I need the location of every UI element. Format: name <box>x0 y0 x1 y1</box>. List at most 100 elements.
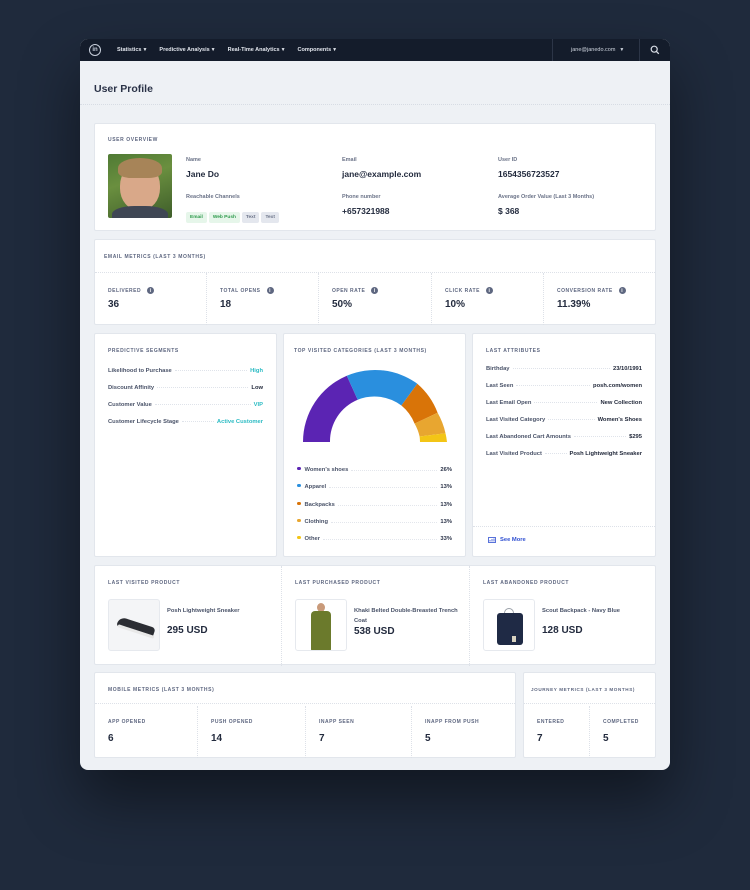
user-id-value: 1654356723527 <box>498 169 560 179</box>
channel-chip-web-push: Web Push <box>208 212 240 223</box>
email-metrics-card: EMAIL METRICS (LAST 3 MONTHS) DELIVERED i… <box>94 239 656 325</box>
legend-item: Apparel 13% <box>297 483 452 490</box>
brand-logo-icon[interactable]: in <box>89 44 101 56</box>
name-label: Name <box>186 157 201 163</box>
info-icon[interactable]: i <box>485 287 493 294</box>
nav-predictive-analysis[interactable]: Predictive Analysis▼ <box>159 47 216 53</box>
segment-row: Discount Affinity Low <box>108 385 263 391</box>
product-price: 538 USD <box>354 626 395 637</box>
aov-value: $ 368 <box>498 206 520 216</box>
user-id-label: User ID <box>498 157 518 163</box>
channel-chips: Email Web Push Text Text <box>186 205 281 223</box>
product-price: 128 USD <box>542 625 583 636</box>
last-purchased-product[interactable]: LAST PURCHASED PRODUCT Khaki Belted Doub… <box>282 566 470 666</box>
last-abandoned-product[interactable]: LAST ABANDONED PRODUCT Scout Backpack - … <box>470 566 657 666</box>
metric-label: DELIVERED <box>108 287 142 294</box>
phone-label: Phone number <box>342 194 381 200</box>
top-nav: in Statistics▼ Predictive Analysis▼ Real… <box>80 39 670 61</box>
product-name: Khaki Belted Double-Breasted Trench Coat <box>354 608 458 624</box>
segment-row: Customer Value VIP <box>108 402 263 408</box>
legend-item: Clothing 13% <box>297 518 452 525</box>
segment-row: Customer Lifecycle Stage Active Customer <box>108 419 263 425</box>
legend-item: Other 33% <box>297 535 452 542</box>
caret-down-icon: ▼ <box>619 47 625 53</box>
metric-push-opened: PUSH OPENED 14 <box>198 706 306 758</box>
segment-row: Likelihood to Purchase High <box>108 368 263 374</box>
section-title: TOP VISITED CATEGORIES (LAST 3 MONTHS) <box>294 348 427 354</box>
attribute-row: Birthday 23/10/1991 <box>486 366 642 372</box>
section-title: PREDICTIVE SEGMENTS <box>108 348 179 354</box>
info-icon[interactable]: i <box>618 287 626 294</box>
product-image-backpack <box>483 599 535 651</box>
caret-down-icon: ▼ <box>210 47 216 53</box>
divider <box>95 272 655 273</box>
info-icon[interactable]: i <box>147 287 155 294</box>
section-title: LAST VISITED PRODUCT <box>108 580 181 586</box>
legend-item: Backpacks 13% <box>297 501 452 508</box>
caret-down-icon: ▼ <box>142 47 148 53</box>
email-value: jane@example.com <box>342 169 422 179</box>
metric-label: OPEN RATE <box>332 287 366 294</box>
email-label: Email <box>342 157 357 163</box>
metric-value: 10% <box>445 299 466 310</box>
metric-open-rate: OPEN RATE i 50% <box>319 273 432 325</box>
info-icon[interactable]: i <box>266 287 274 294</box>
legend-dot <box>297 518 301 522</box>
user-overview-card: USER OVERVIEW Name Jane Do Reachable Cha… <box>94 123 656 231</box>
see-more-link[interactable]: See More <box>488 537 526 543</box>
last-visited-product[interactable]: LAST VISITED PRODUCT Posh Lightweight Sn… <box>95 566 282 666</box>
legend-dot <box>297 483 301 487</box>
divider <box>95 703 515 704</box>
section-title: LAST ABANDONED PRODUCT <box>483 580 570 586</box>
info-icon[interactable]: i <box>371 287 379 294</box>
search-icon <box>650 45 660 55</box>
divider <box>473 526 655 527</box>
metric-value: 36 <box>108 299 120 310</box>
metric-value: 50% <box>332 299 353 310</box>
user-menu[interactable]: jane@janedo.com ▼ <box>552 39 639 61</box>
phone-value: +657321988 <box>342 206 390 216</box>
metric-label: CONVERSION RATE <box>557 287 613 294</box>
metric-value: 18 <box>220 299 232 310</box>
name-value: Jane Do <box>186 169 220 179</box>
legend-dot <box>297 466 301 470</box>
caret-down-icon: ▼ <box>332 47 338 53</box>
predictive-segments-card: PREDICTIVE SEGMENTS Likelihood to Purcha… <box>94 333 277 557</box>
nav-components[interactable]: Components▼ <box>297 47 338 53</box>
divider <box>80 104 670 105</box>
attribute-row: Last Seen posh.com/women <box>486 383 642 389</box>
metric-conversion-rate: CONVERSION RATE i 11.39% <box>544 273 657 325</box>
metric-entered: ENTERED 7 <box>524 706 590 758</box>
journey-metrics-card: JOURNEY METRICS (LAST 3 MONTHS) ENTERED 7… <box>523 672 656 758</box>
page-title: User Profile <box>94 83 153 95</box>
channel-chip-text: Text <box>241 212 260 223</box>
section-title: USER OVERVIEW <box>108 137 158 143</box>
product-image-trench-coat <box>295 599 347 651</box>
metric-value: 11.39% <box>557 299 591 310</box>
channels-label: Reachable Channels <box>186 194 240 200</box>
metric-label: TOTAL OPENS <box>220 287 261 294</box>
attribute-row: Last Abandoned Cart Amounts $295 <box>486 434 642 440</box>
metric-click-rate: CLICK RATE i 10% <box>432 273 544 325</box>
aov-label: Average Order Value (Last 3 Months) <box>498 194 595 200</box>
half-donut-chart <box>302 369 447 442</box>
section-title: JOURNEY METRICS (LAST 3 MONTHS) <box>531 687 636 692</box>
legend-dot <box>297 535 301 539</box>
nav-real-time-analytics[interactable]: Real-Time Analytics▼ <box>227 47 286 53</box>
legend-item: Women's shoes 26% <box>297 466 452 473</box>
caret-down-icon: ▼ <box>280 47 286 53</box>
search-button[interactable] <box>639 39 670 61</box>
section-title: EMAIL METRICS (LAST 3 MONTHS) <box>104 254 206 260</box>
nav-statistics[interactable]: Statistics▼ <box>117 47 148 53</box>
metric-inapp-from-push: INAPP FROM PUSH 5 <box>425 719 480 744</box>
avatar <box>108 154 172 218</box>
metric-total-opens: TOTAL OPENS i 18 <box>207 273 319 325</box>
metric-app-opened: APP OPENED 6 <box>95 706 198 758</box>
attribute-row: Last Visited Product Posh Lightweight Sne… <box>486 451 642 457</box>
product-name: Posh Lightweight Sneaker <box>167 608 240 614</box>
divider <box>524 703 655 704</box>
product-image-sneaker <box>108 599 160 651</box>
metric-inapp-seen: INAPP SEEN 7 <box>306 706 412 758</box>
legend-dot <box>297 501 301 505</box>
section-title: LAST PURCHASED PRODUCT <box>295 580 381 586</box>
